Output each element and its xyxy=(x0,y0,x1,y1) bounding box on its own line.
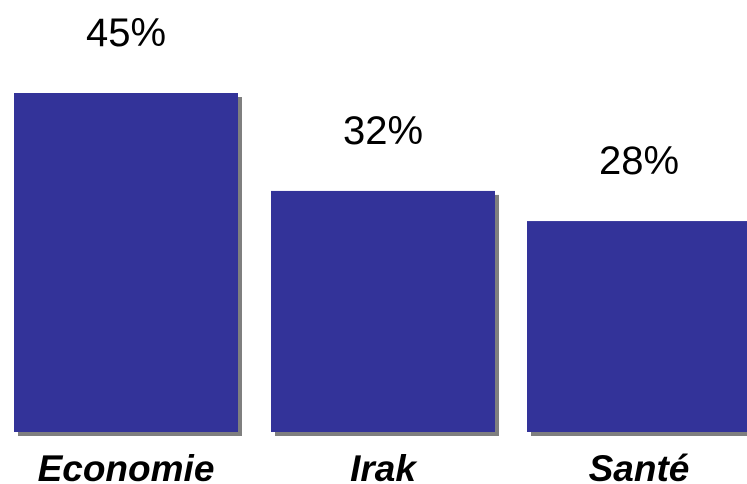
value-label-sante: 28% xyxy=(599,139,679,183)
bar-sante xyxy=(527,221,747,432)
bar-irak xyxy=(271,190,495,432)
bar-layer xyxy=(14,93,747,432)
value-label-layer: 45% 32% 28% xyxy=(86,11,679,183)
category-label-economie: Economie xyxy=(38,448,215,484)
category-label-sante: Santé xyxy=(589,448,690,484)
value-label-irak: 32% xyxy=(343,109,423,153)
category-label-layer: Economie Irak Santé xyxy=(38,448,690,484)
category-label-irak: Irak xyxy=(350,448,418,484)
value-label-economie: 45% xyxy=(86,11,166,55)
bar-economie xyxy=(14,93,238,432)
